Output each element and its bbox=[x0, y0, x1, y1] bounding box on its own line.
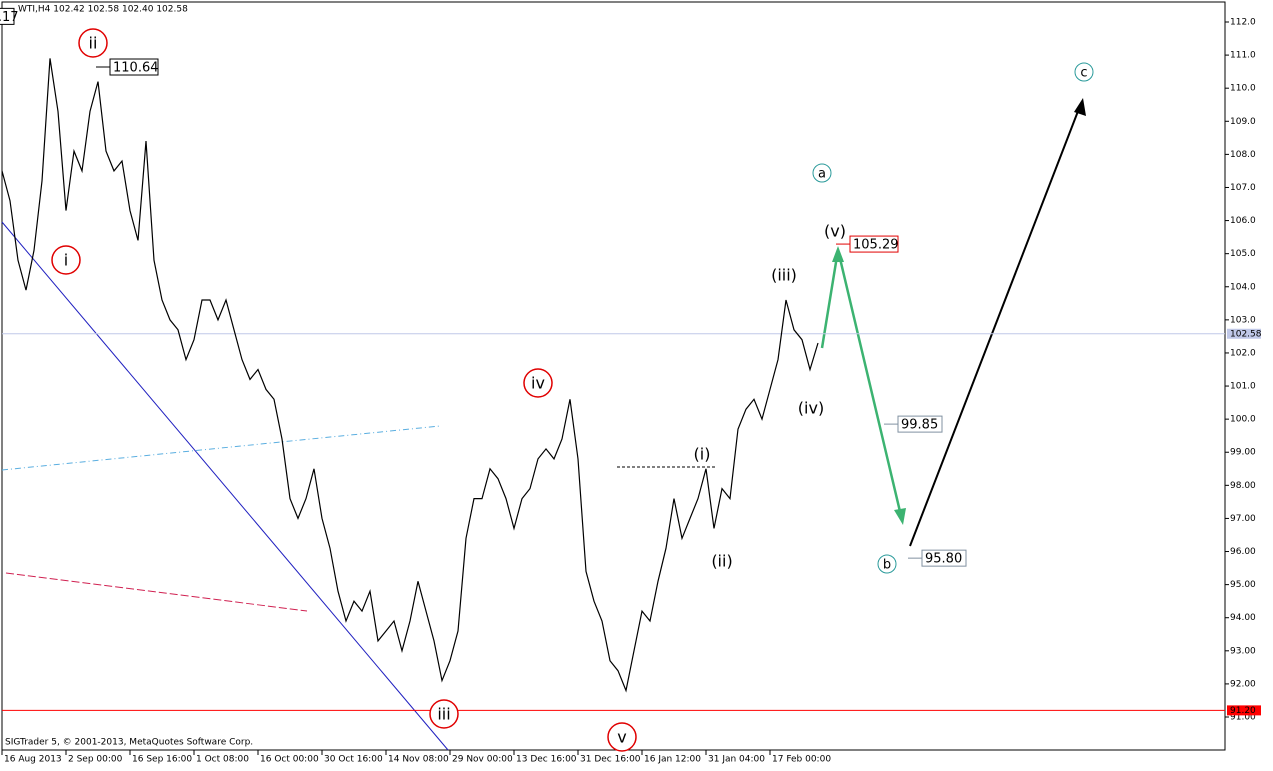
channel-line bbox=[5, 572, 308, 612]
channel-line bbox=[1, 425, 441, 471]
y-tick-label: 104.0 bbox=[1230, 282, 1256, 292]
price-box bbox=[921, 549, 967, 567]
y-tick-label: 91.00 bbox=[1230, 713, 1256, 723]
y-tick-label: 99.00 bbox=[1230, 448, 1256, 458]
y-tick-label: 111.0 bbox=[1230, 51, 1256, 61]
y-tick-label: 100.0 bbox=[1230, 415, 1256, 425]
y-tick-label: 95.00 bbox=[1230, 580, 1256, 590]
y-tick-label: 110.0 bbox=[1230, 84, 1256, 94]
wave-label: iv bbox=[531, 374, 545, 393]
forecast-arrow bbox=[909, 105, 1081, 547]
wave-label: (iv) bbox=[798, 399, 824, 418]
x-tick-label: 16 Oct 00:00 bbox=[260, 755, 319, 765]
y-tick-label: 103.0 bbox=[1230, 315, 1256, 325]
level-label: 91.20 bbox=[1230, 706, 1256, 716]
wave-label: (ii) bbox=[711, 552, 732, 571]
x-tick-label: 1 Oct 08:00 bbox=[196, 755, 249, 765]
wave-circle bbox=[51, 245, 81, 275]
x-tick-label: 2 Sep 00:00 bbox=[68, 755, 123, 765]
price-label: 95.80 bbox=[925, 552, 962, 567]
arrowhead bbox=[894, 508, 906, 525]
y-tick-label: 101.0 bbox=[1230, 382, 1256, 392]
price-label: 105.29 bbox=[853, 238, 899, 253]
forecast-arrow bbox=[820, 249, 904, 521]
wave-circle bbox=[607, 722, 637, 752]
level-label: 102.58 bbox=[1230, 329, 1262, 339]
arrowhead bbox=[1074, 98, 1086, 116]
wave-label: (v) bbox=[824, 222, 846, 241]
y-tick-label: 102.0 bbox=[1230, 348, 1256, 358]
y-tick-label: 97.00 bbox=[1230, 514, 1256, 524]
level-label-bg bbox=[1227, 705, 1261, 716]
price-label: 99.85 bbox=[901, 418, 938, 433]
y-tick-label: 106.0 bbox=[1230, 216, 1256, 226]
wave-label: iii bbox=[437, 705, 450, 724]
y-tick-label: 93.00 bbox=[1230, 646, 1256, 656]
copyright: SIGTrader 5, © 2001-2013, MetaQuotes Sof… bbox=[5, 738, 253, 748]
wave-label: i bbox=[64, 251, 68, 270]
wave-label: c bbox=[1080, 66, 1087, 81]
y-tick-label: 105.0 bbox=[1230, 249, 1256, 259]
chart-title: WTI,H4 102.42 102.58 102.40 102.58 bbox=[18, 5, 188, 15]
y-tick-label: 96.00 bbox=[1230, 547, 1256, 557]
y-tick-label: 94.00 bbox=[1230, 613, 1256, 623]
price-box bbox=[897, 415, 943, 433]
y-tick-label: 98.00 bbox=[1230, 481, 1256, 491]
price-label: 112.17 bbox=[0, 10, 19, 25]
arrowhead bbox=[832, 246, 844, 262]
price-box bbox=[0, 7, 15, 25]
wave-label: a bbox=[818, 167, 826, 182]
y-tick-label: 92.00 bbox=[1230, 679, 1256, 689]
y-tick-label: 112.0 bbox=[1230, 18, 1256, 28]
wave-label: v bbox=[617, 728, 626, 747]
price-box bbox=[109, 58, 159, 76]
level-label-bg bbox=[1227, 328, 1261, 339]
x-tick-label: 16 Sep 16:00 bbox=[132, 755, 192, 765]
x-tick-label: 17 Feb 00:00 bbox=[772, 755, 831, 765]
y-tick-label: 108.0 bbox=[1230, 150, 1256, 160]
price-box bbox=[849, 235, 899, 253]
y-tick-label: 107.0 bbox=[1230, 183, 1256, 193]
y-tick-label: 109.0 bbox=[1230, 117, 1256, 127]
x-tick-label: 29 Nov 00:00 bbox=[452, 755, 513, 765]
wave-circle bbox=[877, 554, 897, 574]
wave-label: b bbox=[883, 558, 891, 573]
x-tick-label: 16 Jan 12:00 bbox=[644, 755, 701, 765]
wave-circle bbox=[812, 163, 832, 183]
wave-circle bbox=[78, 28, 108, 58]
trend-line bbox=[1, 221, 449, 751]
wave-label: (i) bbox=[694, 445, 711, 464]
wave-circle bbox=[429, 699, 459, 729]
wave-label: ii bbox=[89, 34, 98, 53]
wave-circle bbox=[1074, 62, 1094, 82]
x-tick-label: 31 Dec 16:00 bbox=[580, 755, 641, 765]
wave-circle bbox=[523, 368, 553, 398]
price-line bbox=[1, 58, 819, 693]
x-tick-label: 16 Aug 2013 bbox=[4, 755, 62, 765]
x-tick-label: 31 Jan 04:00 bbox=[708, 755, 765, 765]
x-tick-label: 13 Dec 16:00 bbox=[516, 755, 577, 765]
x-tick-label: 14 Nov 08:00 bbox=[388, 755, 449, 765]
plot-frame bbox=[1, 1, 1226, 751]
x-tick-label: 30 Oct 16:00 bbox=[324, 755, 383, 765]
price-label: 110.64 bbox=[113, 61, 159, 76]
wave-label: (iii) bbox=[771, 266, 797, 285]
